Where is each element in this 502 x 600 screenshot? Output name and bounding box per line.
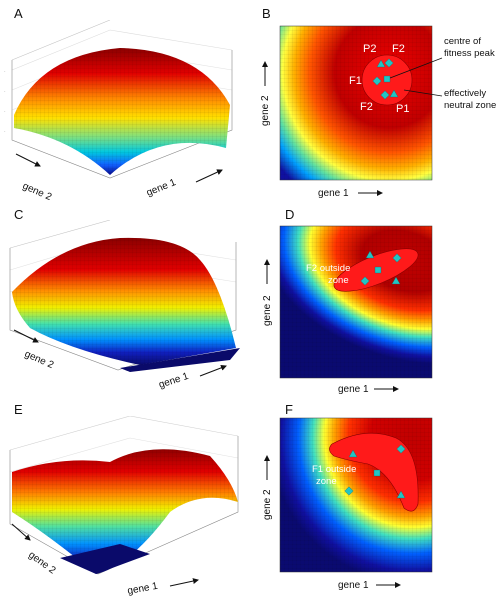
panel-b-p1-text: P1 (396, 103, 409, 115)
panel-d-marker-1 (365, 250, 375, 259)
panel-c-gene1-arrow (199, 364, 227, 377)
panel-c-surface-plot: gene 2 gene 1 (9, 220, 240, 391)
panel-b-zone-annotation-1: effectively (444, 88, 486, 99)
panel-b-y-label: gene 2 (260, 95, 271, 126)
panel-a-gene1-label: gene 1 (145, 177, 178, 199)
panel-b-f1-text: F1 (349, 75, 362, 87)
panel-d-note-2: zone (328, 275, 349, 286)
panel-f-note-2: zone (316, 476, 337, 487)
panel-a-gene2-arrow (15, 153, 41, 167)
panel-d-note-1: F2 outside (306, 263, 350, 274)
panel-d-marker-2 (392, 253, 402, 263)
panel-f-marker-1 (348, 449, 358, 458)
panel-b-zone-leader (403, 89, 443, 97)
panel-e-gene1-arrow (169, 578, 199, 587)
panel-b-p2-text: P2 (363, 43, 376, 55)
panel-e-label: E (14, 402, 23, 417)
panel-b-p2-marker (376, 59, 386, 68)
panel-c-label: C (14, 207, 24, 222)
panel-e-surface-plot: gene 2 gene 1 (9, 416, 239, 597)
panel-e-gene2-label: gene 2 (26, 550, 58, 577)
panel-f-marker-2 (396, 444, 406, 454)
svg-text:-: - (4, 88, 6, 93)
panel-d-label: D (285, 207, 295, 222)
panel-e-gene1-label: gene 1 (127, 581, 159, 597)
panel-b-f1-marker (372, 76, 382, 86)
panel-b-label: B (262, 6, 271, 21)
panel-b-p1-marker (389, 89, 399, 98)
panel-b-f2-top-text: F2 (392, 43, 405, 55)
panel-c-gene2-arrow (13, 329, 39, 343)
panel-c-gene1-label: gene 1 (158, 371, 191, 391)
panel-a-label: A (14, 6, 23, 21)
panel-b-f2-bottom-text: F2 (360, 101, 373, 113)
panel-b-x-label: gene 1 (318, 188, 349, 199)
panel-b-peak-annotation-1: centre of (444, 36, 481, 47)
panel-a-gene2-label: gene 2 (21, 181, 54, 200)
panel-c-gene2-label: gene 2 (23, 349, 56, 372)
panel-d-peak-marker (374, 266, 382, 274)
panel-a-surface-plot: - - - - gene 2 gene 1 (4, 20, 233, 200)
panel-d-x-label: gene 1 (338, 384, 369, 395)
svg-text:-: - (4, 68, 6, 73)
panel-d-marker-3 (391, 276, 401, 285)
panel-f-peak-marker (373, 469, 381, 477)
panel-b-peak-leader (389, 57, 443, 79)
panel-e-gene2-arrow (11, 523, 31, 541)
panel-d-f2-marker (360, 276, 370, 286)
panel-b-f2-top-marker (384, 58, 394, 68)
panel-f-y-label: gene 2 (262, 489, 273, 520)
panel-b-peak-centre-marker (383, 75, 391, 83)
panel-d-y-label: gene 2 (262, 295, 273, 326)
panel-b-f2-bottom-marker (380, 90, 390, 100)
panel-d-heatmap: F2 outside zone gene 1 gene 2 (262, 225, 433, 395)
panel-b-peak-annotation-2: fitness peak (444, 48, 495, 59)
svg-text:-: - (4, 108, 6, 113)
panel-f-x-label: gene 1 (338, 580, 369, 591)
panel-f-heatmap: F1 outside zone gene 1 gene 2 (262, 417, 433, 591)
panel-b-heatmap: P2 F2 F1 F2 P1 centre of fitness peak ef… (260, 25, 496, 199)
panel-f-note-1: F1 outside (312, 464, 356, 475)
panel-b-zone-annotation-2: neutral zone (444, 100, 496, 111)
panel-f-f1-marker (344, 486, 354, 496)
panel-f-marker-3 (396, 490, 406, 499)
panel-f-label: F (285, 402, 293, 417)
svg-text:-: - (4, 128, 6, 133)
panel-a-gene1-arrow (195, 169, 223, 183)
